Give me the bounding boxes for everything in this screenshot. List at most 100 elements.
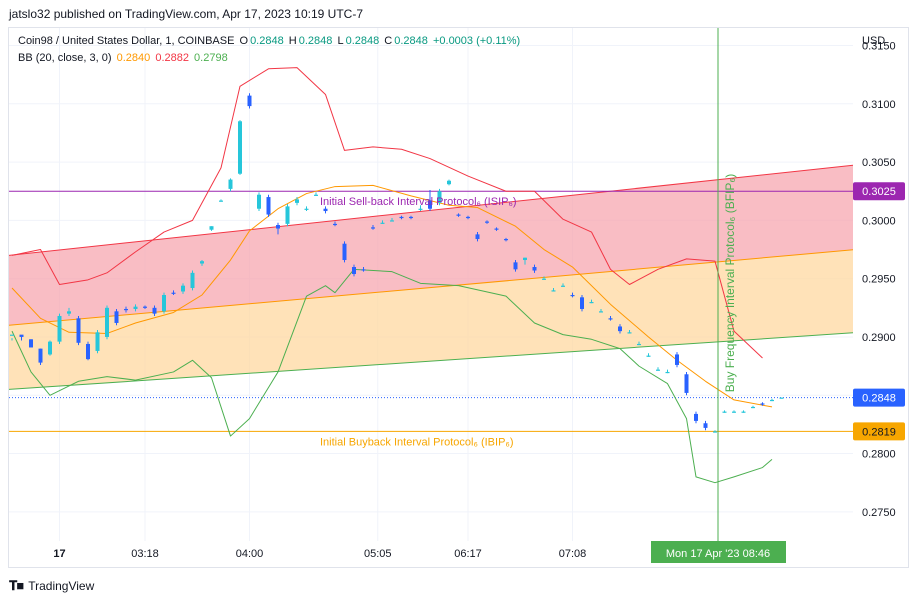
candles[interactable] [10,93,784,433]
candle[interactable] [722,410,727,413]
y-tick-label: 0.3100 [862,99,896,111]
candle[interactable] [466,215,470,220]
change-value: +0.0003 (+0.11%) [432,35,521,47]
candle[interactable] [390,218,394,222]
candle[interactable] [48,340,52,356]
candle[interactable] [703,420,708,431]
candle[interactable] [67,307,71,316]
y-tick-label: 0.2950 [862,274,896,286]
candle[interactable] [19,334,24,341]
open-label: O [239,35,249,47]
candle[interactable] [247,93,252,109]
candle[interactable] [352,264,356,277]
candle[interactable] [485,220,489,224]
candle[interactable] [143,305,147,309]
candle[interactable] [228,178,233,192]
candle[interactable] [114,308,119,326]
candle[interactable] [209,226,214,231]
candle[interactable] [599,308,603,313]
candle[interactable] [86,341,90,361]
candle[interactable] [751,405,755,409]
y-tick-label: 0.2900 [862,332,896,344]
candle[interactable] [133,304,138,312]
candle[interactable] [618,324,622,334]
bb-lower-value: 0.2798 [194,52,228,64]
candle[interactable] [304,206,309,212]
candle[interactable] [684,371,689,396]
candle[interactable] [713,430,717,433]
candle[interactable] [760,402,765,406]
candle[interactable] [741,410,746,413]
candle[interactable] [409,215,413,220]
candle[interactable] [190,270,195,291]
candle[interactable] [770,398,774,402]
candle[interactable] [608,315,613,321]
svg-text:0.2848: 0.2848 [862,393,896,405]
candle[interactable] [513,260,518,272]
candle[interactable] [276,222,280,235]
candle[interactable] [494,227,499,231]
candle[interactable] [257,192,261,212]
candle[interactable] [447,179,451,186]
candle[interactable] [76,315,81,346]
candle[interactable] [589,299,594,304]
candle[interactable] [371,225,375,230]
candle[interactable] [181,283,185,294]
candle[interactable] [57,313,62,344]
candle[interactable] [570,292,575,298]
candle[interactable] [380,220,385,224]
candle[interactable] [323,206,328,214]
candle[interactable] [399,215,404,220]
candle[interactable] [314,192,318,196]
candle[interactable] [38,348,43,365]
candle[interactable] [532,264,537,273]
candle[interactable] [475,232,480,242]
candle[interactable] [342,241,347,263]
y-tick-label: 0.2800 [862,449,896,461]
candle[interactable] [675,352,679,368]
candle[interactable] [779,397,784,399]
candle[interactable] [95,329,100,354]
candle[interactable] [361,267,366,272]
x-tick-label: 04:00 [236,548,264,560]
candle[interactable] [437,188,442,206]
candle[interactable] [627,329,632,334]
candle[interactable] [732,410,736,413]
candle[interactable] [561,283,565,287]
candle[interactable] [456,213,461,217]
y-tick-label: 0.3000 [862,215,896,227]
candle[interactable] [428,190,432,212]
candle[interactable] [124,306,128,313]
candle[interactable] [171,290,176,295]
candle[interactable] [504,237,508,242]
bfip-annotation: Buy Frequency Interval Protocol₆ (BFIP₆) [723,174,737,392]
x-tick-label: 17 [53,548,65,560]
candle[interactable] [694,411,698,424]
candle[interactable] [523,257,527,265]
candle[interactable] [656,367,660,371]
candle[interactable] [219,199,223,202]
candle[interactable] [418,205,423,212]
y-tick-label: 0.3150 [862,40,896,52]
low-label: L [337,35,344,47]
candle[interactable] [285,204,290,227]
candle[interactable] [29,339,33,348]
candle[interactable] [105,305,109,340]
candle[interactable] [238,120,242,175]
candle[interactable] [162,292,166,314]
candle[interactable] [646,353,651,357]
candle[interactable] [333,221,337,227]
candle[interactable] [266,194,271,217]
candle[interactable] [580,294,584,312]
candle[interactable] [200,260,204,266]
candle[interactable] [637,341,641,346]
sell-zone [9,165,853,326]
candle[interactable] [152,305,157,316]
candle[interactable] [295,197,299,206]
candle[interactable] [665,369,670,374]
candle[interactable] [551,287,556,292]
candle[interactable] [542,276,546,280]
candle[interactable] [10,334,14,341]
x-tick-label: 03:18 [131,548,159,560]
